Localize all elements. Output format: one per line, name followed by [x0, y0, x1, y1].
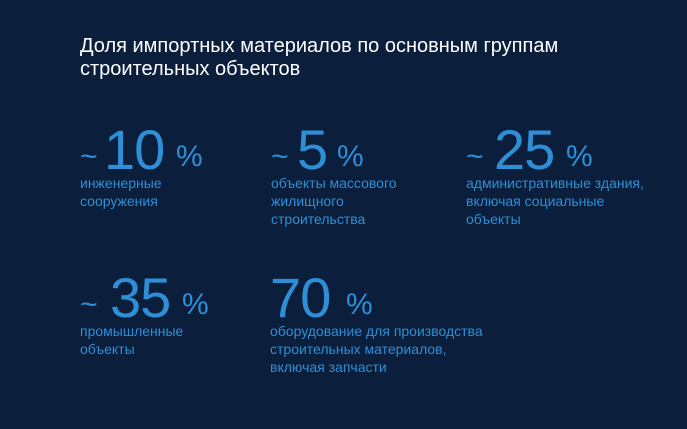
- stat-value: ~ 35 %: [80, 270, 250, 326]
- percent-sign: %: [346, 288, 373, 321]
- stat-number: 35: [110, 266, 171, 329]
- approx-sign: ~: [466, 140, 484, 173]
- stat-number: 5: [297, 118, 328, 181]
- approx-sign: ~: [80, 288, 98, 321]
- percent-sign: %: [176, 140, 203, 173]
- stat-description: объекты массового жилищного строительств…: [271, 175, 397, 227]
- stat-mass-housing: ~ 5 % объекты массового жилищного строит…: [271, 122, 441, 228]
- stat-administrative-buildings: ~ 25 % административные здания, включая …: [466, 122, 666, 228]
- stat-number: 70: [270, 266, 331, 329]
- percent-sign: %: [337, 140, 364, 173]
- stat-description: оборудование для производства строительн…: [270, 323, 483, 375]
- stat-value: ~ 5 %: [271, 122, 441, 178]
- stat-description: административные здания, включая социаль…: [466, 175, 644, 227]
- stat-equipment-for-production: 70 % оборудование для производства строи…: [270, 270, 500, 376]
- page-title: Доля импортных материалов по основным гр…: [80, 35, 559, 80]
- percent-sign: %: [182, 288, 209, 321]
- stat-industrial-objects: ~ 35 % промышленные объекты: [80, 270, 250, 358]
- stat-value: 70 %: [270, 270, 500, 326]
- approx-sign: ~: [271, 140, 289, 173]
- stat-number: 25: [494, 118, 555, 181]
- percent-sign: %: [566, 140, 593, 173]
- stat-engineering-structures: ~ 10 % инженерные сооружения: [80, 122, 240, 210]
- stat-value: ~ 25 %: [466, 122, 666, 178]
- stat-description: инженерные сооружения: [80, 175, 162, 209]
- stat-number: 10: [104, 118, 165, 181]
- approx-sign: ~: [80, 140, 98, 173]
- stat-description: промышленные объекты: [80, 323, 184, 357]
- stat-value: ~ 10 %: [80, 122, 240, 178]
